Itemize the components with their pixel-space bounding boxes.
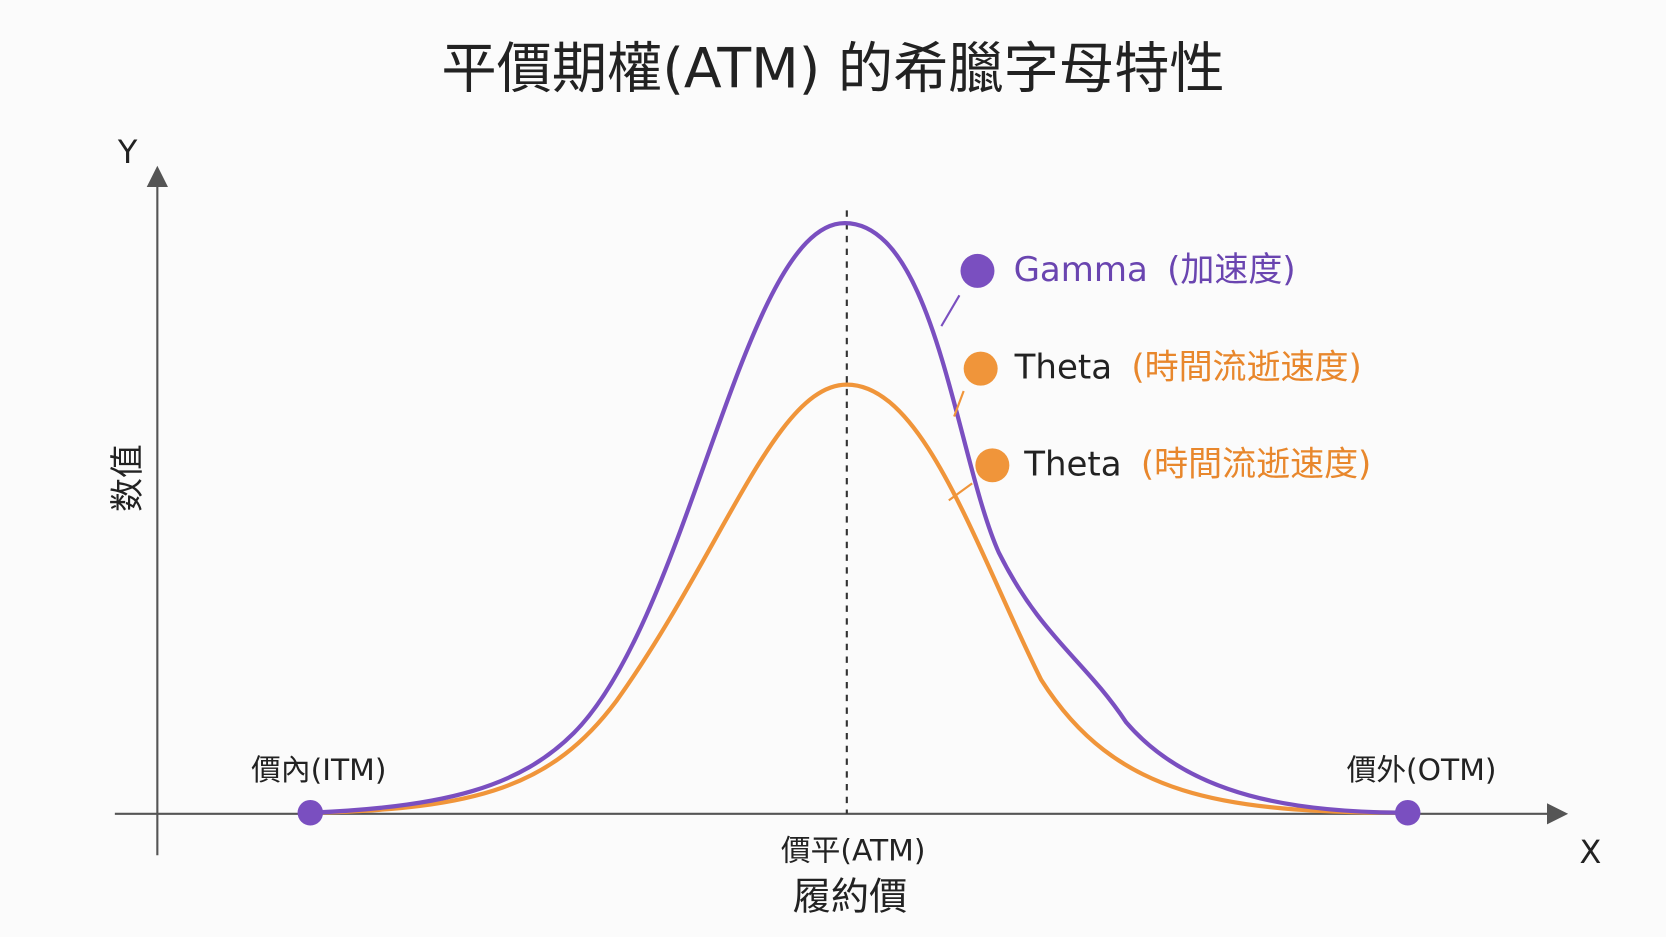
legend-entry: Theta (時間流逝速度) [1014, 347, 1362, 387]
atm-label: 價平(ATM) [781, 834, 926, 869]
legend-name: Gamma [1014, 249, 1148, 289]
legend-note: (加速度) [1167, 249, 1295, 289]
leader [953, 390, 965, 417]
leader [940, 294, 961, 327]
gamma-curve [310, 220, 1408, 815]
legend-entry: Theta (時間流逝速度) [1023, 444, 1371, 484]
x-axis-letter: X [1580, 833, 1602, 871]
legend-entry: Gamma (加速度) [1014, 249, 1296, 289]
legend-dot [975, 448, 1010, 483]
legend-name: Theta [1014, 347, 1112, 387]
itm-label: 價內(ITM) [251, 753, 386, 788]
legend-note: (時間流逝速度) [1131, 347, 1361, 387]
x-axis-title: 履約價 [793, 875, 908, 919]
itm-dot [297, 799, 324, 826]
legend-dot [960, 253, 995, 288]
legend-note: (時間流逝速度) [1141, 444, 1371, 484]
otm-dot [1394, 799, 1421, 826]
legend-name: Theta [1023, 444, 1121, 484]
title: 平價期權(ATM) 的希臘字母特性 [441, 37, 1224, 101]
y-axis-letter: Y [117, 133, 138, 171]
otm-label: 價外(OTM) [1347, 753, 1497, 788]
legend-dot [963, 351, 998, 386]
leader [948, 482, 973, 502]
y-axis-title: 数值 [108, 444, 148, 512]
theta-curve [310, 382, 1408, 815]
